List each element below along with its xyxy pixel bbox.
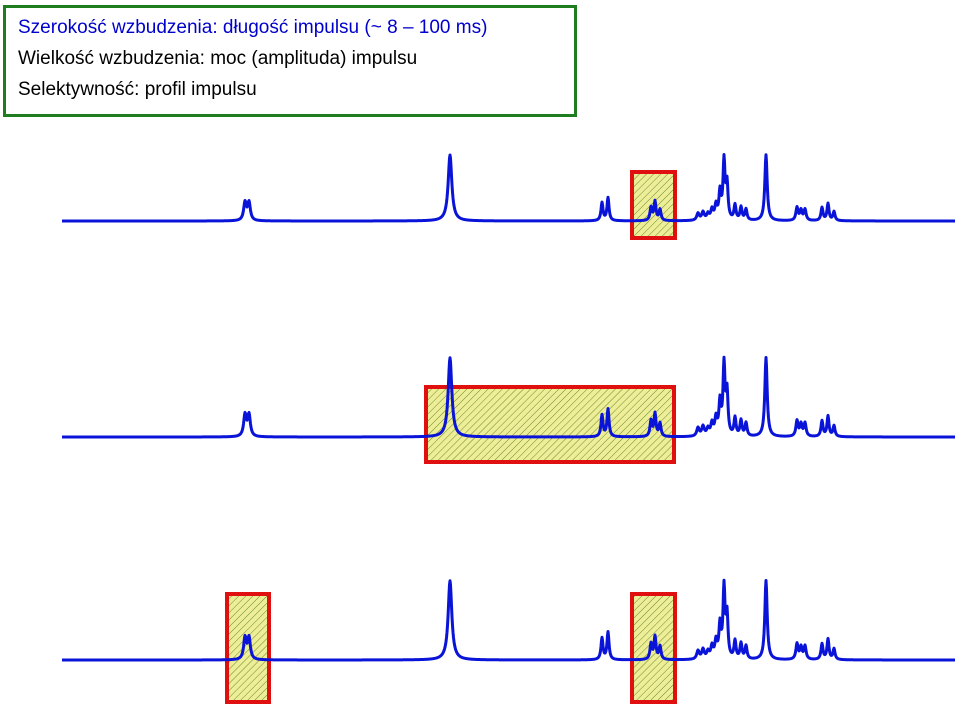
- spectrum-1: [61, 153, 956, 240]
- spectrum-trace-3: [61, 578, 956, 662]
- spectrum-trace-2: [61, 355, 956, 439]
- spectrum-trace-1: [61, 153, 956, 223]
- excitation-box-1a: [630, 170, 677, 240]
- excitation-box-2a: [424, 385, 676, 464]
- excitation-box-3a: [225, 592, 271, 704]
- info-box: Szerokość wzbudzenia: długość impulsu (~…: [3, 5, 577, 117]
- spectrum-2: [61, 355, 956, 464]
- pulse-power-text: Wielkość wzbudzenia: moc (amplituda) imp…: [18, 48, 418, 69]
- selectivity-text: Selektywność: profil impulsu: [18, 79, 257, 100]
- pulse-width-text: Szerokość wzbudzenia: długość impulsu (~…: [18, 17, 488, 38]
- spectrum-3: [61, 578, 956, 704]
